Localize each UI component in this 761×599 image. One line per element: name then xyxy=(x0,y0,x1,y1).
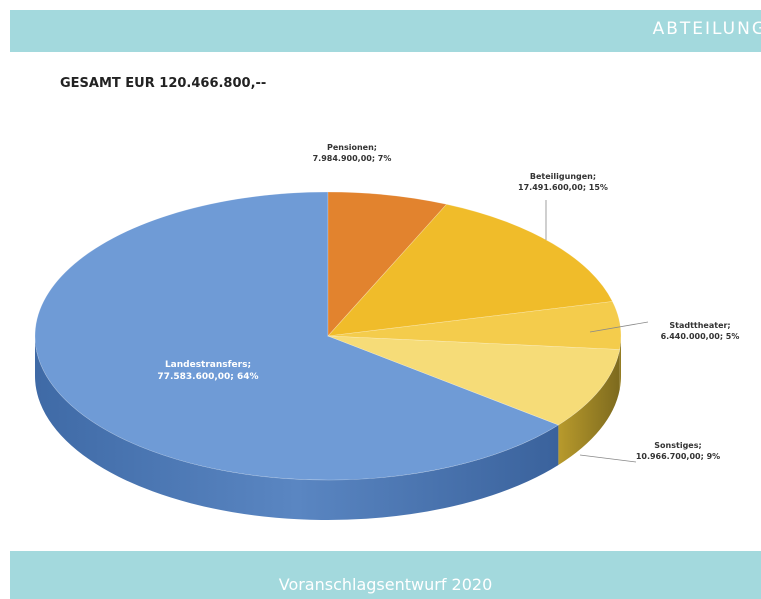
slice-landestransfers xyxy=(34,191,560,481)
leader-line-stadttheater xyxy=(589,321,649,333)
data-label-sonstiges: Sonstiges; 10.966.700,00; 9% xyxy=(636,441,720,461)
total-label: GESAMT EUR 120.466.800,-- xyxy=(60,76,267,91)
data-label-stadttheater: Stadttheater; 6.440.000,00; 5% xyxy=(661,321,740,341)
leader-line-sonstiges xyxy=(579,454,637,463)
data-label-pensionen: Pensionen; 7.984.900,00; 7% xyxy=(313,143,392,163)
slice-side-sonstiges xyxy=(558,349,620,465)
slice-sonstiges xyxy=(327,335,621,426)
slice-beteiligungen xyxy=(327,203,613,337)
data-label-landestransfers: Landestransfers; 77.583.600,00; 64% xyxy=(157,360,258,382)
slice-pensionen xyxy=(327,191,448,337)
data-label-beteiligungen: Beteiligungen; 17.491.600,00; 15% xyxy=(518,172,608,192)
slice-side-stadttheater xyxy=(619,336,621,390)
footer-text: Voranschlagsentwurf 2020 xyxy=(278,575,493,594)
header-band: ABTEILUNG xyxy=(10,10,761,52)
header-title: ABTEILUNG xyxy=(652,19,761,39)
slice-stadttheater xyxy=(327,301,622,350)
pie-chart: Landestransfers; 77.583.600,00; 64% Pensio… xyxy=(34,143,740,521)
footer-band: Voranschlagsentwurf 2020 xyxy=(10,551,761,599)
slice-side-landestransfers xyxy=(35,336,559,521)
